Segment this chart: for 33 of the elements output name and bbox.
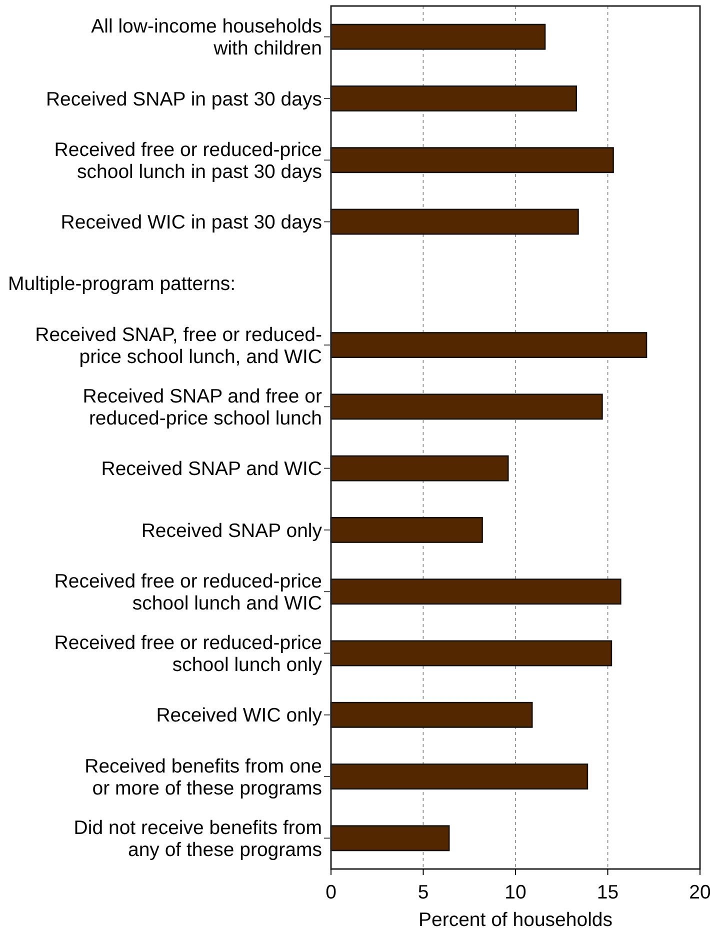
- x-tick-label: 5: [418, 881, 429, 904]
- x-tick-label: 20: [689, 881, 710, 904]
- bar: [330, 394, 603, 420]
- text: Multiple-program patterns:: [8, 273, 236, 296]
- y-tick-label: Received SNAP in past 30 days: [46, 88, 322, 110]
- bar: [330, 578, 622, 605]
- bar: [330, 702, 533, 728]
- y-tick-label: Received free or reduced-price school lunch in past 30 days: [54, 138, 322, 183]
- y-tick-label: Received free or reduced-price school lunch and WIC: [54, 570, 322, 614]
- bar: [330, 332, 648, 358]
- bar: [330, 85, 578, 112]
- bar: [330, 24, 546, 50]
- bar: [330, 516, 483, 543]
- y-tick-label: Received WIC in past 30 days: [60, 212, 322, 234]
- bar: [330, 455, 509, 482]
- y-tick-label: Received free or reduced-price school lunch only: [54, 632, 322, 676]
- y-tick-label: Received WIC only: [156, 704, 322, 727]
- y-tick-label: Received benefits from one or more of these programs: [84, 755, 322, 800]
- bar: [330, 147, 614, 174]
- bar: [330, 208, 579, 235]
- y-tick-label: Received SNAP, free or reduced- price school lunch, and WIC: [35, 324, 322, 368]
- bar: [330, 825, 450, 852]
- bar: [330, 764, 588, 790]
- y-tick-label: Received SNAP only: [141, 520, 322, 542]
- y-tick-label: All low-income households with children: [91, 16, 322, 60]
- y-tick-label: Received SNAP and WIC: [101, 458, 322, 480]
- y-tick-label: Did not receive benefits from any of these programs: [74, 817, 322, 862]
- x-tick-label: 10: [504, 881, 526, 904]
- y-tick-label: Received SNAP and free or reduced-price school lunch: [82, 386, 322, 430]
- x-axis-title: Percent of households: [418, 909, 613, 931]
- x-tick-label: 0: [326, 881, 337, 904]
- bar: [330, 640, 612, 666]
- x-tick-label: 15: [596, 881, 619, 904]
